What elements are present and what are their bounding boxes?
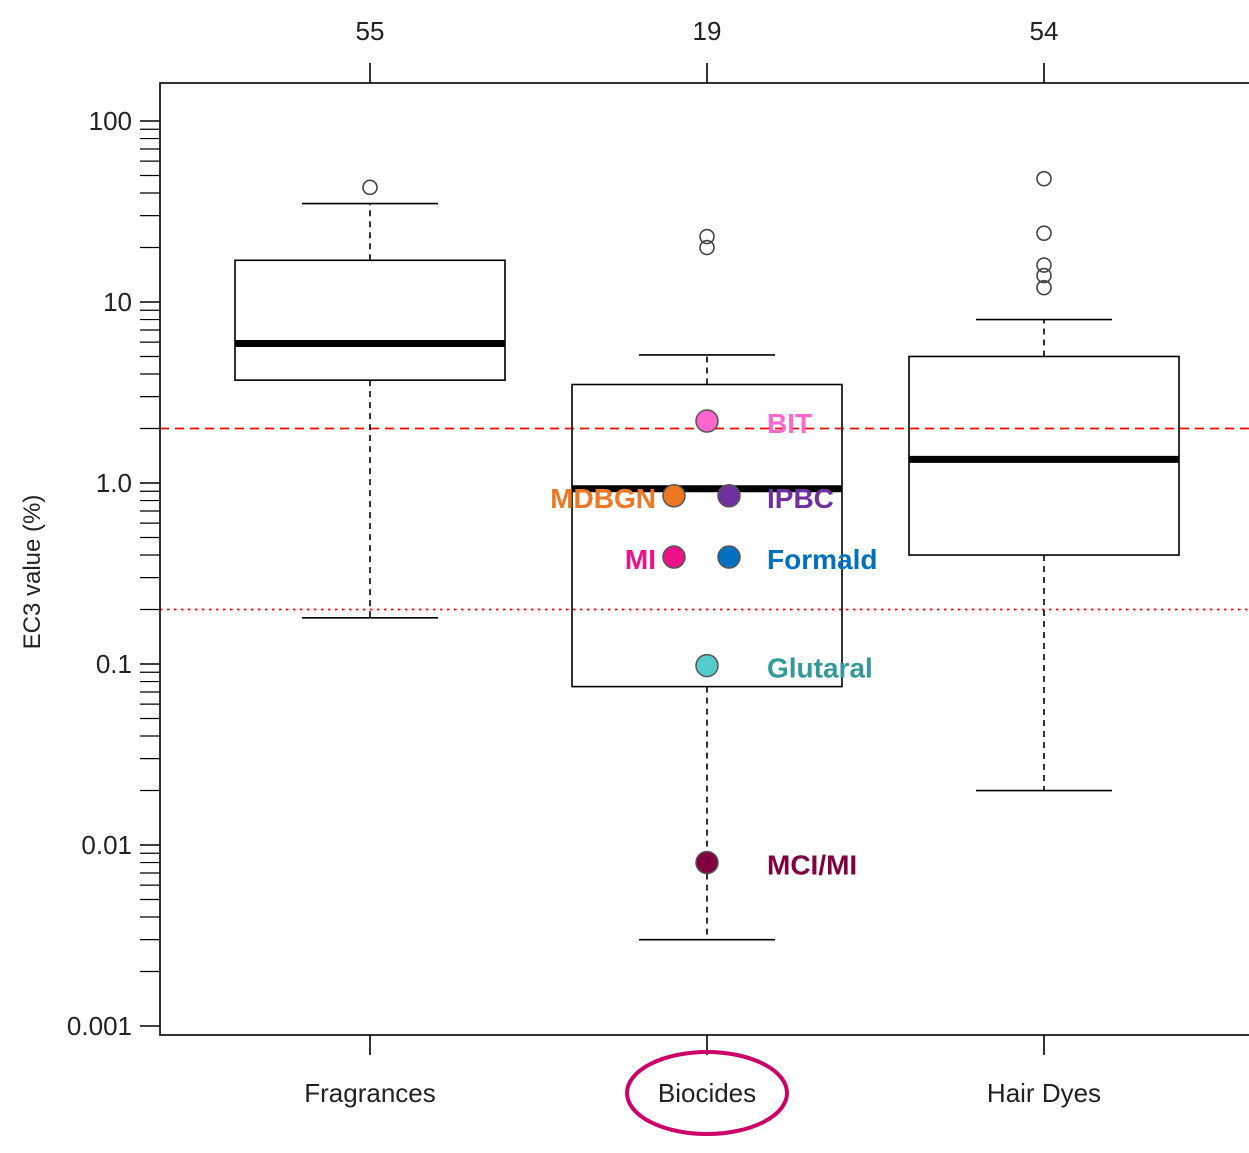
point-label-glutaral: Glutaral (767, 653, 873, 684)
box-biocides (571, 228, 843, 941)
outlier-point (1036, 279, 1052, 296)
y-tick-label: 100 (89, 106, 132, 136)
y-tick-label: 0.001 (67, 1011, 132, 1041)
point-mdbgn (662, 484, 686, 508)
highlighted-points: BIT MDBGN IPBC MI Formald Glutaral MCI/MI (550, 408, 877, 881)
interquartile-box (908, 355, 1180, 556)
group-count-label: 19 (693, 16, 722, 46)
point-mci-mi (695, 850, 719, 875)
group-count-label: 54 (1030, 16, 1059, 46)
point-label-bit: BIT (767, 408, 812, 439)
point-glutaral (695, 653, 719, 678)
box-series (234, 170, 1180, 941)
y-axis-title: EC3 value (%) (19, 495, 46, 650)
outlier-point (1036, 170, 1052, 187)
interquartile-box (571, 383, 843, 688)
outlier-point (1036, 257, 1052, 273)
point-label-formald: Formald (767, 544, 877, 575)
point-label-ipbc: IPBC (767, 483, 834, 514)
y-tick-label: 10 (103, 287, 132, 317)
x-category-label: Fragrances (304, 1078, 436, 1108)
outlier-point (362, 179, 378, 196)
interquartile-box (234, 259, 506, 381)
y-tick-label: 1.0 (96, 468, 132, 498)
highlight-circle (625, 1050, 789, 1136)
point-label-mi: MI (625, 544, 656, 575)
point-label-mci-mi: MCI/MI (767, 850, 857, 881)
point-mi (662, 545, 686, 569)
x-category-label: Biocides (658, 1078, 756, 1108)
point-label-mdbgn: MDBGN (550, 483, 656, 514)
y-tick-label: 0.01 (81, 830, 132, 860)
box-hair-dyes (908, 170, 1180, 792)
point-ipbc (717, 484, 741, 508)
plot-frame (159, 82, 1249, 1036)
group-count-label: 55 (356, 16, 385, 46)
outlier-point (699, 239, 715, 256)
axes: 0.001 0.01 0.1 1.0 10 100 Fragrances 55 Biocides… (67, 16, 1101, 1136)
point-bit (695, 409, 719, 433)
outlier-point (699, 228, 715, 245)
point-formald (717, 545, 741, 569)
outlier-point (1036, 225, 1052, 241)
reference-lines (160, 427, 1249, 611)
y-tick-label: 0.1 (96, 649, 132, 679)
outlier-point (1036, 267, 1052, 284)
box-fragrances (234, 179, 506, 619)
x-category-label: Hair Dyes (987, 1078, 1101, 1108)
